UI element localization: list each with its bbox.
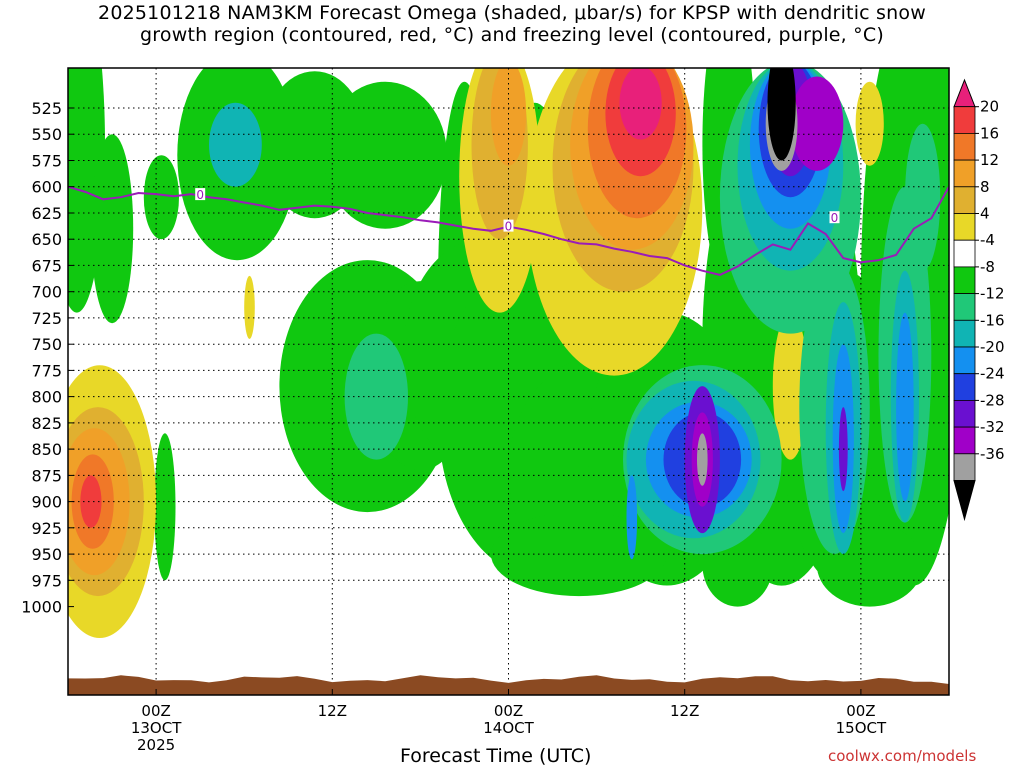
x-tick-label-40-1: 15OCT (836, 719, 887, 737)
colorbar-swatch-10 (953, 346, 976, 375)
y-tick-label-775: 775 (31, 361, 62, 380)
x-axis-title: Forecast Time (UTC) (400, 745, 592, 767)
colorbar-label--8: -8 (980, 258, 995, 276)
colorbar-swatch-11 (953, 373, 976, 401)
y-tick-label-1000: 1000 (21, 598, 62, 617)
omega-shade-blue (896, 312, 914, 502)
y-tick-label-525: 525 (31, 99, 62, 118)
freezing-label-0: 0 (196, 188, 204, 202)
credit-link[interactable]: coolwx.com/models (828, 747, 977, 765)
x-tick-label-0-0: 00Z (141, 702, 170, 720)
freezing-label-1: 0 (505, 220, 513, 234)
y-tick-label-800: 800 (31, 388, 62, 407)
colorbar-top-arrow (953, 78, 976, 108)
omega-shade-yellow (244, 275, 255, 339)
ground-fill (68, 675, 949, 695)
x-tick-label-20-1: 14OCT (483, 719, 534, 737)
colorbar: 20 16 12 8 4 -4 -8 -12 -16 -20 -24 -28 -32 -36 (953, 78, 1005, 522)
x-tick-label-0-2: 2025 (137, 736, 175, 754)
omega-shading (68, 68, 949, 638)
omega-shade-sea (344, 333, 408, 460)
omega-shade-green (323, 81, 447, 229)
y-tick-label-550: 550 (31, 125, 62, 144)
y-tick-label-975: 975 (31, 571, 62, 590)
chart-title-line2: growth region (contoured, red, °C) and f… (140, 24, 884, 46)
gridlines (68, 68, 949, 695)
y-axis: 525 550 575 600 625 650 675 700 725 750 775 800 825 8… (21, 99, 74, 617)
freezing-label-bg-2 (829, 211, 840, 224)
colorbar-label--12: -12 (980, 285, 1005, 303)
colorbar-label--20: -20 (980, 338, 1005, 356)
freezing-level-contour: 0 0 0 (68, 185, 949, 276)
y-tick-label-875: 875 (31, 466, 62, 485)
colorbar-swatch-2 (953, 132, 976, 161)
colorbar-label-16: 16 (980, 124, 999, 142)
omega-shade-yellow (855, 81, 884, 166)
y-tick-label-650: 650 (31, 230, 62, 249)
freezing-label-bg-0 (195, 188, 206, 201)
omega-shade-green (154, 433, 176, 581)
colorbar-label--36: -36 (980, 445, 1005, 463)
x-tick-label-30-0: 12Z (670, 702, 699, 720)
colorbar-swatch-13 (953, 426, 976, 455)
y-tick-label-950: 950 (31, 545, 62, 564)
y-tick-label-625: 625 (31, 204, 62, 223)
omega-shade-green (91, 134, 134, 324)
y-tick-label-850: 850 (31, 440, 62, 459)
omega-shade-black (767, 68, 796, 161)
colorbar-label--16: -16 (980, 311, 1005, 329)
colorbar-label--28: -28 (980, 391, 1005, 409)
x-tick-label-0-1: 13OCT (131, 719, 182, 737)
y-tick-label-575: 575 (31, 152, 62, 171)
ground-layer (68, 675, 949, 695)
x-tick-label-40-0: 00Z (846, 702, 875, 720)
omega-shade-teal (209, 102, 262, 187)
y-tick-label-900: 900 (31, 493, 62, 512)
colorbar-label-20: 20 (980, 98, 999, 116)
colorbar-label-4: 4 (980, 205, 990, 223)
omega-shade-violet (790, 76, 844, 171)
x-tick-label-10-0: 12Z (318, 702, 347, 720)
y-tick-label-925: 925 (31, 519, 62, 538)
colorbar-swatch-12 (953, 399, 976, 428)
colorbar-swatch-4 (953, 186, 976, 214)
chart-title-line1: 2025101218 NAM3KM Forecast Omega (shaded… (98, 2, 926, 24)
freezing-label-bg-1 (503, 219, 514, 232)
freezing-label-2: 0 (831, 211, 839, 225)
colorbar-label--32: -32 (980, 418, 1005, 436)
colorbar-label-12: 12 (980, 151, 999, 169)
omega-shade-blue (626, 475, 638, 560)
omega-shade-pink (619, 68, 662, 140)
colorbar-bottom-arrow (953, 480, 976, 522)
colorbar-swatch-9 (953, 319, 976, 348)
y-tick-label-725: 725 (31, 309, 62, 328)
colorbar-swatch-5 (953, 213, 976, 241)
omega-shade-red (80, 475, 102, 528)
y-tick-label-675: 675 (31, 256, 62, 275)
y-tick-label-700: 700 (31, 283, 62, 302)
omega-shade-green (143, 155, 179, 240)
colorbar-swatch-6 (953, 239, 976, 268)
omega-shade-dorange (490, 68, 527, 166)
y-tick-label-825: 825 (31, 414, 62, 433)
colorbar-swatch-3 (953, 159, 976, 188)
colorbar-swatch-14 (953, 453, 976, 481)
x-tick-label-20-0: 00Z (494, 702, 523, 720)
omega-shade-sea (905, 123, 941, 271)
colorbar-label--4: -4 (980, 231, 995, 249)
omega-shade-gray (697, 433, 708, 486)
colorbar-label--24: -24 (980, 365, 1005, 383)
y-tick-label-750: 750 (31, 335, 62, 354)
colorbar-swatch-8 (953, 293, 976, 321)
colorbar-label-8: 8 (980, 178, 990, 196)
colorbar-swatch-7 (953, 266, 976, 294)
y-tick-label-600: 600 (31, 178, 62, 197)
colorbar-swatch-1 (953, 106, 976, 134)
